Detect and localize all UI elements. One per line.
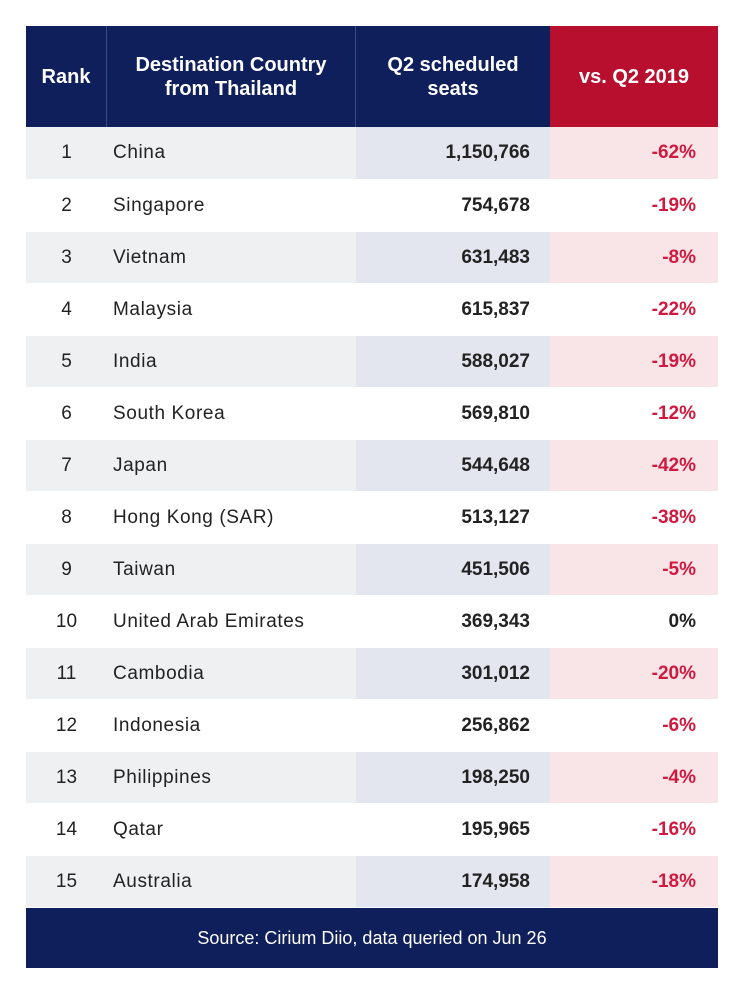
rank-cell: 14 — [26, 804, 107, 855]
country-cell: Indonesia — [107, 700, 356, 751]
country-cell: South Korea — [107, 388, 356, 439]
country-cell: Philippines — [107, 752, 356, 803]
table-row: 4 Malaysia 615,837 -22% — [26, 284, 718, 336]
country-cell: India — [107, 336, 356, 387]
vs-2019-cell: -16% — [550, 804, 718, 855]
rank-cell: 7 — [26, 440, 107, 491]
country-cell: Japan — [107, 440, 356, 491]
header-rank: Rank — [26, 26, 107, 127]
table-row: 2 Singapore 754,678 -19% — [26, 180, 718, 232]
seats-cell: 198,250 — [356, 752, 550, 803]
table-row: 11 Cambodia 301,012 -20% — [26, 648, 718, 700]
rank-cell: 5 — [26, 336, 107, 387]
rank-cell: 11 — [26, 648, 107, 699]
table-row: 9 Taiwan 451,506 -5% — [26, 544, 718, 596]
seats-cell: 569,810 — [356, 388, 550, 439]
rank-cell: 9 — [26, 544, 107, 595]
country-cell: Taiwan — [107, 544, 356, 595]
country-cell: Hong Kong (SAR) — [107, 492, 356, 543]
vs-2019-cell: -12% — [550, 388, 718, 439]
country-cell: Singapore — [107, 180, 356, 231]
country-cell: Australia — [107, 856, 356, 907]
seats-cell: 195,965 — [356, 804, 550, 855]
seats-cell: 451,506 — [356, 544, 550, 595]
seats-cell: 754,678 — [356, 180, 550, 231]
rank-cell: 10 — [26, 596, 107, 647]
header-vs-2019: vs. Q2 2019 — [550, 26, 718, 127]
rank-cell: 13 — [26, 752, 107, 803]
seats-cell: 544,648 — [356, 440, 550, 491]
vs-2019-cell: 0% — [550, 596, 718, 647]
table-row: 15 Australia 174,958 -18% — [26, 856, 718, 908]
country-cell: United Arab Emirates — [107, 596, 356, 647]
country-cell: Cambodia — [107, 648, 356, 699]
seats-cell: 631,483 — [356, 232, 550, 283]
seats-cell: 1,150,766 — [356, 127, 550, 179]
country-cell: Qatar — [107, 804, 356, 855]
table-row: 10 United Arab Emirates 369,343 0% — [26, 596, 718, 648]
table-row: 1 China 1,150,766 -62% — [26, 127, 718, 180]
table-row: 13 Philippines 198,250 -4% — [26, 752, 718, 804]
vs-2019-cell: -8% — [550, 232, 718, 283]
rank-cell: 15 — [26, 856, 107, 907]
table-body: 1 China 1,150,766 -62% 2 Singapore 754,678 -19%… — [26, 127, 718, 908]
table-row: 3 Vietnam 631,483 -8% — [26, 232, 718, 284]
table-row: 8 Hong Kong (SAR) 513,127 -38% — [26, 492, 718, 544]
vs-2019-cell: -38% — [550, 492, 718, 543]
table-row: 12 Indonesia 256,862 -6% — [26, 700, 718, 752]
vs-2019-cell: -62% — [550, 127, 718, 179]
country-cell: China — [107, 127, 356, 179]
vs-2019-cell: -20% — [550, 648, 718, 699]
seats-table: Rank Destination Country from Thailand Q… — [26, 26, 718, 968]
rank-cell: 12 — [26, 700, 107, 751]
vs-2019-cell: -42% — [550, 440, 718, 491]
seats-cell: 174,958 — [356, 856, 550, 907]
seats-cell: 256,862 — [356, 700, 550, 751]
table-row: 5 India 588,027 -19% — [26, 336, 718, 388]
vs-2019-cell: -5% — [550, 544, 718, 595]
vs-2019-cell: -18% — [550, 856, 718, 907]
vs-2019-cell: -19% — [550, 336, 718, 387]
seats-cell: 588,027 — [356, 336, 550, 387]
table-row: 14 Qatar 195,965 -16% — [26, 804, 718, 856]
header-seats: Q2 scheduled seats — [356, 26, 550, 127]
vs-2019-cell: -4% — [550, 752, 718, 803]
table-row: 6 South Korea 569,810 -12% — [26, 388, 718, 440]
rank-cell: 3 — [26, 232, 107, 283]
rank-cell: 2 — [26, 180, 107, 231]
seats-cell: 301,012 — [356, 648, 550, 699]
seats-cell: 369,343 — [356, 596, 550, 647]
country-cell: Vietnam — [107, 232, 356, 283]
rank-cell: 4 — [26, 284, 107, 335]
rank-cell: 6 — [26, 388, 107, 439]
vs-2019-cell: -19% — [550, 180, 718, 231]
rank-cell: 1 — [26, 127, 107, 179]
seats-cell: 615,837 — [356, 284, 550, 335]
vs-2019-cell: -22% — [550, 284, 718, 335]
table-row: 7 Japan 544,648 -42% — [26, 440, 718, 492]
seats-cell: 513,127 — [356, 492, 550, 543]
table-header: Rank Destination Country from Thailand Q… — [26, 26, 718, 127]
header-country: Destination Country from Thailand — [107, 26, 356, 127]
country-cell: Malaysia — [107, 284, 356, 335]
vs-2019-cell: -6% — [550, 700, 718, 751]
source-footer: Source: Cirium Diio, data queried on Jun… — [26, 908, 718, 968]
rank-cell: 8 — [26, 492, 107, 543]
